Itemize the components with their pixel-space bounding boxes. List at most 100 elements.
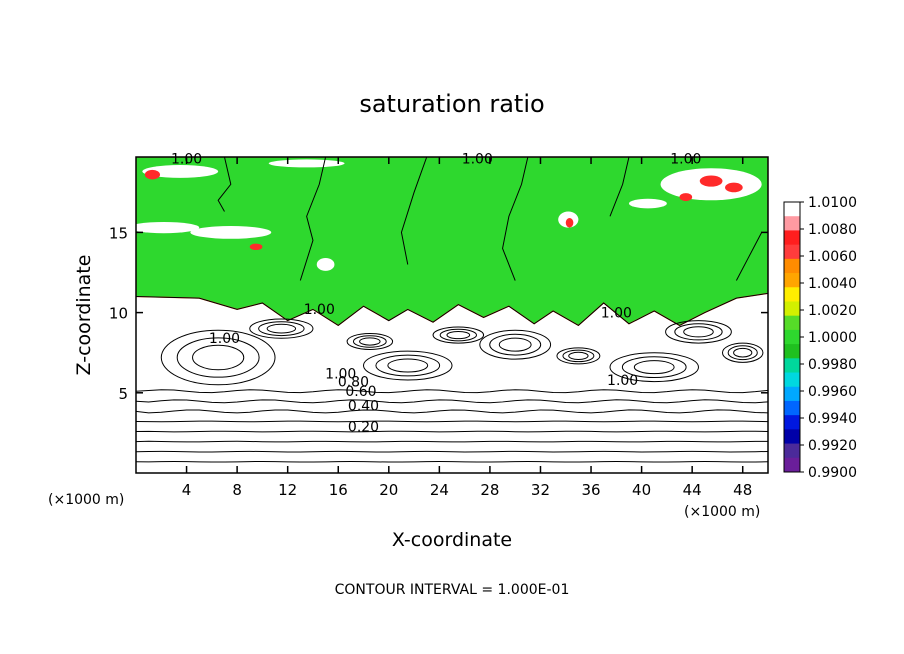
colorbar: 1.0100 1.0080 1.0060 1.0040 1.0020 1.0000 0.99… xyxy=(783,195,857,481)
white-patch xyxy=(268,159,345,168)
colorbar-swatch xyxy=(784,344,800,359)
colorbar-swatch xyxy=(784,400,800,416)
contour-labels: 1.00 1.00 1.001.001.001.001.001.000.800.60… xyxy=(171,151,701,435)
contour-label: 0.80 xyxy=(338,374,369,390)
contour-cell xyxy=(192,344,245,371)
contour-label: 1.00 xyxy=(325,366,356,382)
contour-line xyxy=(735,232,763,281)
white-patch xyxy=(316,258,335,271)
contour-cell xyxy=(176,337,260,378)
colorbar-swatch xyxy=(784,287,800,302)
contour-line xyxy=(609,157,630,217)
contour-line xyxy=(217,157,232,212)
plot-frame xyxy=(135,156,769,474)
x-tick-label: 48 xyxy=(733,481,752,499)
colorbar-swatch xyxy=(784,301,800,317)
colorbar-swatch xyxy=(784,315,800,331)
colorbar-label: 0.9960 xyxy=(808,384,857,400)
colorbar-swatch xyxy=(784,273,800,288)
x-axis-label: X-coordinate xyxy=(392,529,512,551)
contour-line xyxy=(136,430,768,433)
colorbar-swatch xyxy=(784,415,800,430)
contour-line xyxy=(136,460,768,463)
colorbar-swatch xyxy=(784,358,800,374)
contour-label: 1.00 xyxy=(462,151,493,167)
colorbar-label: 1.0060 xyxy=(808,249,857,265)
contour-cell xyxy=(375,354,441,377)
y-tick-label: 15 xyxy=(109,224,128,242)
contour-label: 1.00 xyxy=(607,373,638,389)
contour-cell xyxy=(733,347,753,358)
x-tick-label: 8 xyxy=(232,481,242,499)
contour-label: 0.40 xyxy=(348,398,379,414)
saturation-field xyxy=(136,157,768,327)
contour-cell xyxy=(562,349,595,363)
colorbar-label: 1.0020 xyxy=(808,303,857,319)
contour-line xyxy=(136,440,768,443)
x-tick-label: 28 xyxy=(480,481,499,499)
contour-cell xyxy=(609,352,699,383)
y-axis: 5 10 15 xyxy=(109,224,768,403)
white-patch xyxy=(136,221,200,234)
contour-cell xyxy=(258,321,305,337)
contour-line xyxy=(299,157,327,281)
contour-cell xyxy=(556,347,601,365)
contour-cell xyxy=(727,345,758,361)
contour-cell xyxy=(674,323,723,341)
contour-line xyxy=(502,157,529,281)
contour-line xyxy=(136,450,768,453)
contour-cell xyxy=(160,329,276,386)
colorbar-label: 0.9940 xyxy=(808,411,857,427)
x-tick-label: 40 xyxy=(632,481,651,499)
colorbar-swatch xyxy=(784,386,800,402)
contour-cell xyxy=(446,330,471,340)
white-patch xyxy=(628,198,667,209)
contour-cell xyxy=(665,320,732,344)
colorbar-label: 0.9980 xyxy=(808,357,857,373)
contour-cell xyxy=(489,333,542,356)
colorbar-swatch xyxy=(784,443,800,459)
red-patch xyxy=(249,243,263,251)
white-patch xyxy=(190,225,272,239)
x-tick-label: 20 xyxy=(379,481,398,499)
contour-label: 1.00 xyxy=(209,331,240,347)
contour-label: 1.00 xyxy=(601,305,632,321)
contour-cell xyxy=(363,350,453,381)
colorbar-label: 1.0080 xyxy=(808,222,857,238)
red-patch xyxy=(699,175,723,187)
chart-title: saturation ratio xyxy=(359,90,544,118)
colorbar-label: 1.0100 xyxy=(808,195,857,211)
x-tick-label: 24 xyxy=(430,481,449,499)
contour-cell xyxy=(249,318,314,339)
colorbar-label: 0.9900 xyxy=(808,465,857,481)
contour-cell xyxy=(568,351,589,361)
y-axis-label: Z-coordinate xyxy=(73,255,95,376)
contour-cell xyxy=(352,335,387,348)
green-region xyxy=(136,157,768,326)
colorbar-swatch xyxy=(784,202,800,217)
contour-interval-note: CONTOUR INTERVAL = 1.000E-01 xyxy=(335,582,570,598)
colorbar-swatch xyxy=(784,457,800,473)
x-axis: 4 8 12 16 20 24 28 32 36 40 44 48 xyxy=(182,157,752,499)
contour-label: 1.00 xyxy=(304,302,335,318)
colorbar-label: 0.9920 xyxy=(808,438,857,454)
colorbar-swatch xyxy=(784,372,800,388)
contour-line xyxy=(136,389,768,394)
red-patch xyxy=(679,193,693,202)
colorbar-swatch xyxy=(784,329,800,345)
colorbar-swatch xyxy=(784,216,800,231)
x-tick-label: 16 xyxy=(329,481,348,499)
contour-cell xyxy=(721,342,764,363)
contour-line xyxy=(136,409,768,414)
contour-line xyxy=(400,157,428,265)
x-unit-left: (×1000 m) xyxy=(48,492,124,508)
contour-cell xyxy=(633,360,675,375)
contour-cell xyxy=(439,328,478,342)
x-tick-label: 4 xyxy=(182,481,192,499)
contour-cell xyxy=(683,326,714,338)
colorbar-swatch xyxy=(784,230,800,246)
contour-cell xyxy=(359,337,381,346)
red-patch xyxy=(565,217,574,228)
y-tick-label: 10 xyxy=(109,305,128,323)
